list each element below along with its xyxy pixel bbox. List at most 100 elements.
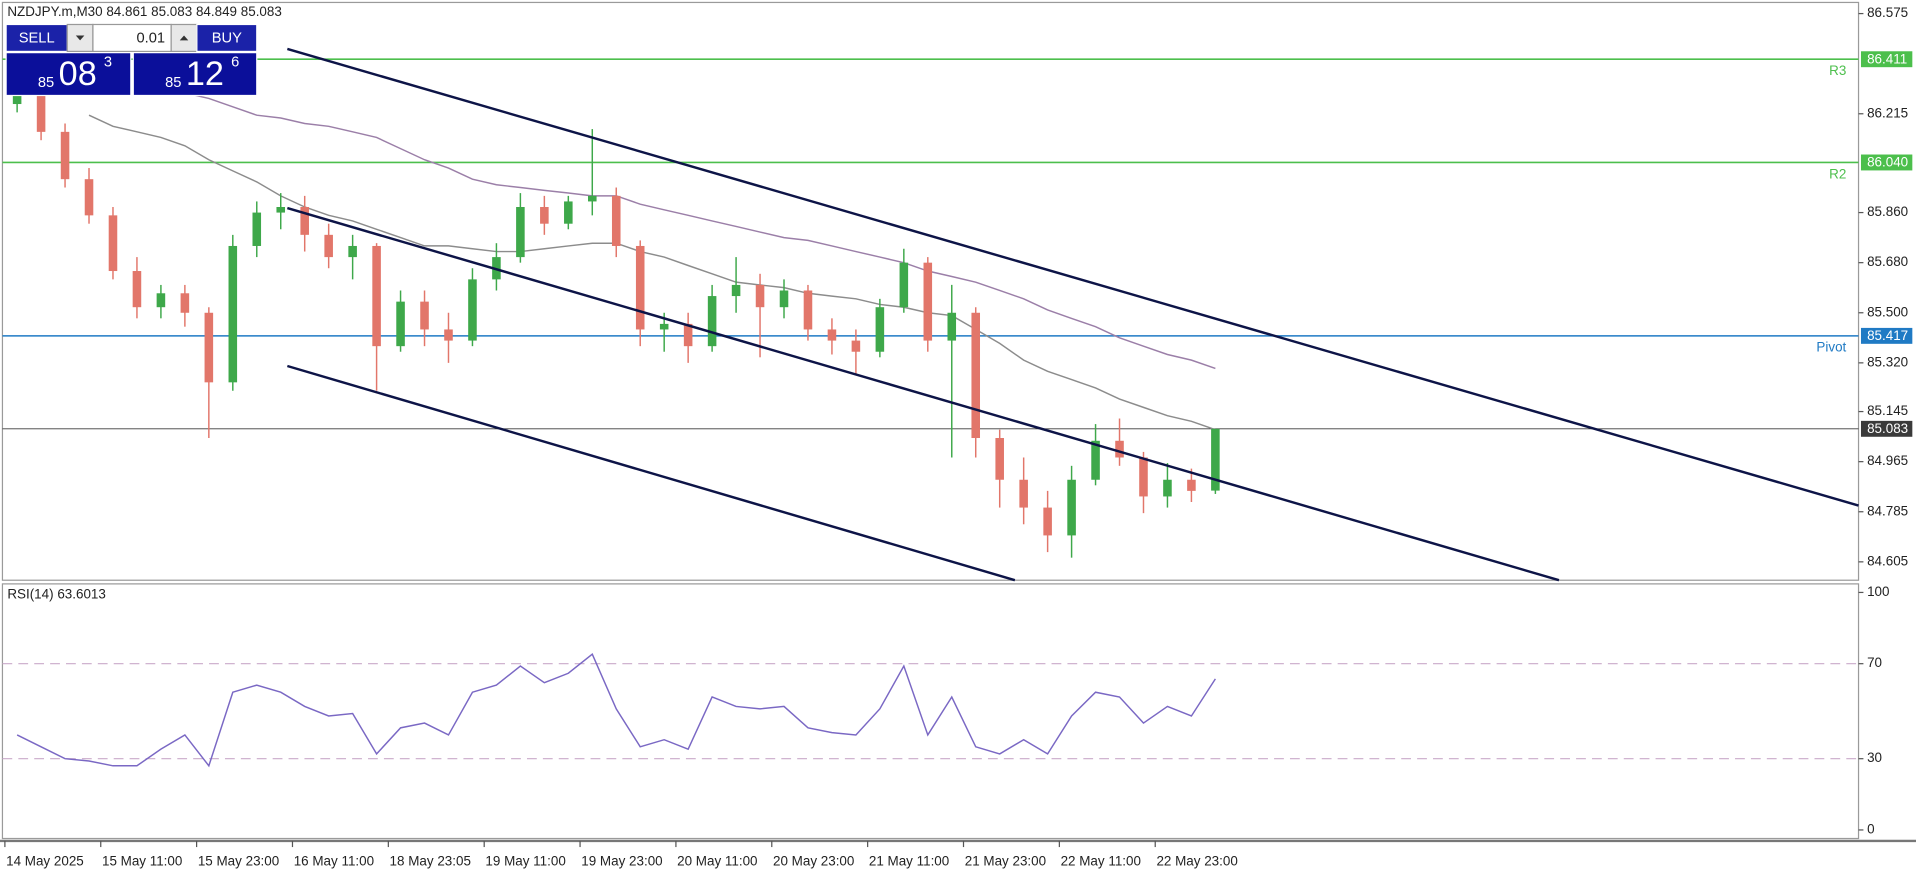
down-arrow bbox=[75, 35, 85, 41]
price-panel bbox=[1, 1, 1860, 581]
buy-button[interactable] bbox=[196, 23, 258, 53]
y-tick-label: 30 bbox=[1867, 750, 1882, 765]
level-price-label: 85.083 bbox=[1867, 421, 1908, 436]
sell-price-mid: 08 bbox=[59, 55, 97, 93]
y-tick-label: 84.605 bbox=[1867, 553, 1908, 568]
candle-body bbox=[468, 279, 477, 341]
candle-body bbox=[252, 212, 262, 246]
candle-body bbox=[204, 312, 214, 383]
level-name: Pivot bbox=[1816, 340, 1846, 355]
candle-body bbox=[851, 340, 861, 352]
candle-body bbox=[659, 323, 669, 330]
buy-price-big: 85 bbox=[165, 75, 181, 91]
x-tick-label: 22 May 11:00 bbox=[1061, 853, 1141, 868]
candle-body bbox=[156, 293, 166, 308]
rsi-line bbox=[16, 652, 1216, 768]
x-tick-label: 20 May 23:00 bbox=[773, 853, 854, 868]
candle-body bbox=[1043, 507, 1052, 536]
layers: 86.575 86.215 85.860 85.680 85.500 85.320 85.1… bbox=[2, 5, 1913, 868]
candle-body bbox=[84, 179, 94, 216]
level-name: R2 bbox=[1829, 166, 1846, 181]
candle-body bbox=[108, 215, 118, 272]
candle-body bbox=[348, 245, 357, 258]
candle-body bbox=[875, 307, 885, 352]
y-tick-label: 85.320 bbox=[1867, 354, 1908, 369]
candle-body bbox=[923, 262, 933, 341]
y-tick-label: 85.860 bbox=[1867, 204, 1908, 219]
x-tick-label: 15 May 11:00 bbox=[102, 853, 182, 868]
candle-body bbox=[947, 312, 957, 341]
buy-price-small: 6 bbox=[231, 54, 239, 70]
channel-lower bbox=[286, 364, 1016, 582]
candle-body bbox=[635, 245, 645, 330]
y-tick-label: 85.680 bbox=[1867, 254, 1908, 269]
candle-body bbox=[683, 323, 693, 347]
level-price-box bbox=[1860, 154, 1913, 171]
level-price-label: 86.040 bbox=[1867, 155, 1908, 170]
sell-price-big: 85 bbox=[38, 75, 54, 91]
candle-body bbox=[540, 207, 549, 224]
y-tick-label: 84.785 bbox=[1867, 503, 1908, 518]
candle-body bbox=[1067, 479, 1076, 536]
candle-body bbox=[995, 438, 1004, 480]
candle-body bbox=[36, 90, 46, 132]
x-tick-label: 22 May 23:00 bbox=[1156, 853, 1237, 868]
candle-body bbox=[132, 271, 142, 308]
candle-body bbox=[324, 234, 333, 258]
buy-label: BUY bbox=[212, 30, 242, 46]
x-tick-label: 21 May 11:00 bbox=[869, 853, 949, 868]
candle-body bbox=[60, 131, 70, 180]
x-tick-label: 14 May 2025 bbox=[6, 853, 84, 868]
rsi-title: RSI(14) 63.6013 bbox=[7, 586, 106, 601]
candle-body bbox=[12, 90, 22, 105]
candle-body bbox=[1163, 479, 1172, 497]
moving-average bbox=[184, 92, 1216, 370]
y-tick-label: 70 bbox=[1867, 655, 1882, 670]
candle-body bbox=[1019, 479, 1028, 508]
buy-price-mid: 12 bbox=[186, 55, 224, 93]
rsi-panel bbox=[1, 583, 1860, 840]
level-price-box bbox=[1860, 420, 1913, 437]
y-tick-label: 86.575 bbox=[1867, 5, 1908, 20]
candle-body bbox=[971, 312, 981, 439]
y-tick-label: 86.215 bbox=[1867, 105, 1908, 120]
symbol-info: NZDJPY.m,M30 84.861 85.083 84.849 85.083 bbox=[7, 4, 282, 19]
sell-button[interactable] bbox=[5, 23, 68, 53]
candle-body bbox=[755, 284, 765, 308]
y-tick-label: 85.145 bbox=[1867, 403, 1908, 418]
y-tick-label: 100 bbox=[1867, 584, 1889, 599]
channel-middle bbox=[286, 206, 1560, 582]
candle-body bbox=[779, 290, 789, 308]
candle-body bbox=[180, 293, 190, 313]
x-tick-label: 19 May 11:00 bbox=[485, 853, 565, 868]
moving-average bbox=[88, 114, 1216, 431]
x-tick-label: 19 May 23:00 bbox=[581, 853, 662, 868]
sell-label: SELL bbox=[19, 30, 55, 46]
candle-body bbox=[372, 245, 381, 347]
candle-body bbox=[420, 301, 429, 330]
x-tick-label: 15 May 23:00 bbox=[198, 853, 279, 868]
x-tick-label: 18 May 23:05 bbox=[390, 853, 471, 868]
candle-body bbox=[228, 245, 238, 383]
candle-body bbox=[516, 207, 525, 258]
level-price-box bbox=[1860, 51, 1913, 68]
lot-down[interactable] bbox=[66, 23, 94, 53]
level-price-label: 86.411 bbox=[1867, 51, 1907, 66]
trade-panel: SELL 0.01 BUY 85 08 3 85 12 6 bbox=[5, 23, 258, 97]
y-tick-label: 84.965 bbox=[1867, 453, 1908, 468]
candle-body bbox=[803, 290, 813, 330]
level-price-box bbox=[1860, 327, 1913, 344]
candle-body bbox=[1091, 440, 1100, 480]
x-tick-label: 20 May 11:00 bbox=[677, 853, 757, 868]
candle-body bbox=[1187, 479, 1196, 491]
sell-price-box[interactable] bbox=[5, 52, 132, 97]
candle-body bbox=[444, 329, 453, 341]
y-tick-label: 85.500 bbox=[1867, 304, 1908, 319]
buy-price-box[interactable] bbox=[132, 52, 258, 97]
candle-body bbox=[276, 207, 286, 213]
candle-body bbox=[564, 201, 573, 224]
candle-body bbox=[707, 296, 717, 347]
candle-body bbox=[1115, 440, 1124, 458]
